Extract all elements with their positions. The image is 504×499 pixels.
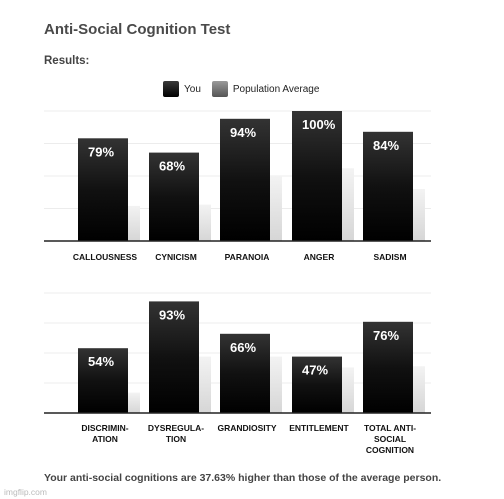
bar-population-1-1 [128,205,140,241]
data-label-2-1: 54% [88,354,114,369]
category-label-2-5: TOTAL ANTI-SOCIAL COGNITION [364,423,416,455]
bar-you-2-1 [78,348,128,413]
data-label-1-3: 94% [230,125,256,140]
bar-you-2-4 [292,356,342,413]
watermark: imgflip.com [4,487,47,497]
bar-you-2-5 [363,321,413,413]
bar-you-1-4 [292,111,342,241]
bar-you-2-2 [149,301,199,413]
legend-label-population: Population Average [232,83,320,95]
category-label-1-1: CALLOUSNESS [73,252,138,262]
bar-you-1-5 [363,131,413,241]
data-label-2-4: 47% [302,363,328,378]
data-label-2-2: 93% [159,307,185,322]
legend-label-you: You [184,83,201,95]
data-label-2-5: 76% [373,328,399,343]
bar-population-2-3 [270,356,282,413]
data-label-1-4: 100% [302,117,336,132]
legend-item-population: Population Average [211,81,320,97]
bar-population-2-2 [199,356,211,413]
bar-population-2-4 [342,367,354,413]
legend-swatch-you [163,81,179,97]
bar-you-1-2 [149,152,199,241]
bar-population-1-3 [270,176,282,241]
results-label: Results: [44,55,90,67]
page-title: Anti-Social Cognition Test [44,21,231,38]
data-label-1-1: 79% [88,144,114,159]
bar-you-1-1 [78,138,128,241]
bar-you-1-3 [220,118,270,241]
category-label-1-5: SADISM [373,252,406,262]
category-label-1-2: CYNICISM [155,252,197,262]
category-label-2-1: DISCRIMIN-ATION [81,423,128,444]
category-label-2-2: DYSREGULA-TION [148,423,204,444]
data-label-1-5: 84% [373,138,399,153]
bar-population-1-2 [199,204,211,241]
bar-population-2-1 [128,392,140,413]
category-label-2-4: ENTITLEMENT [289,423,349,433]
results-bar-charts: 79% CALLOUSNESS 68% CYNICISM 94% PARANOIA 100%… [44,110,431,455]
chart-legend: You Population Average [163,80,330,98]
data-label-1-2: 68% [159,159,185,174]
bar-population-1-5 [413,189,425,241]
bar-you-2-3 [220,333,270,413]
data-label-2-3: 66% [230,340,256,355]
category-label-1-3: PARANOIA [225,252,270,262]
summary-text: Your anti-social cognitions are 37.63% h… [44,472,442,484]
legend-item-you: You [163,81,201,97]
category-label-2-3: GRANDIOSITY [217,423,276,433]
legend-swatch-population [211,81,228,97]
bar-population-1-4 [342,168,354,241]
bar-population-2-5 [413,366,425,413]
category-label-1-4: ANGER [304,252,335,262]
